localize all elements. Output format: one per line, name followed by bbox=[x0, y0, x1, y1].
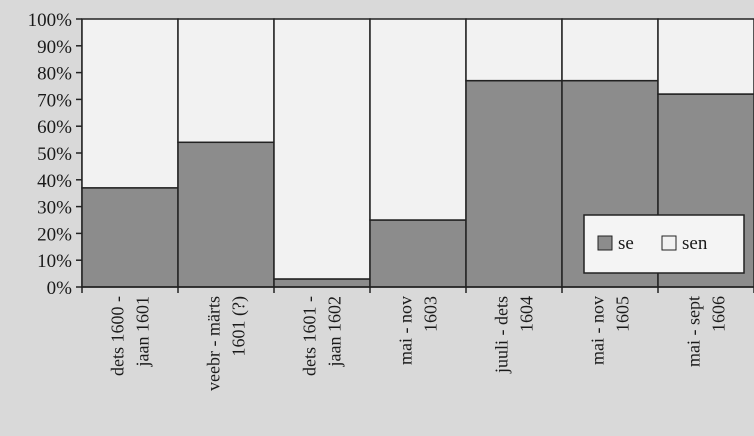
x-tick-label-line: 1601 (?) bbox=[229, 296, 250, 356]
legend-label-sen: sen bbox=[682, 233, 708, 254]
x-tick-label-line: 1604 bbox=[517, 296, 537, 332]
bar-se-0 bbox=[81, 187, 179, 288]
y-tick-label: 40% bbox=[37, 171, 72, 192]
legend: se sen bbox=[583, 214, 745, 274]
x-tick-label-line: jaan 1602 bbox=[325, 296, 345, 367]
y-tick-label: 30% bbox=[37, 198, 72, 219]
bar-se-2 bbox=[273, 278, 371, 288]
y-tick-label: 70% bbox=[37, 90, 72, 111]
x-tick-label-1: veebr - märts 1601 (?) bbox=[204, 296, 250, 391]
y-tick-label: 20% bbox=[37, 224, 72, 245]
x-tick-label-line: 1605 bbox=[613, 296, 633, 332]
y-tick-label: 0% bbox=[47, 278, 73, 299]
legend-swatch-sen bbox=[661, 235, 677, 251]
bar-sen-4 bbox=[465, 18, 563, 82]
y-tick-label: 100% bbox=[28, 10, 73, 31]
bars bbox=[81, 18, 754, 288]
bar-se-1 bbox=[177, 141, 275, 288]
bar-sen-2 bbox=[273, 18, 371, 280]
x-tick-label-5: mai - nov 1605 bbox=[588, 296, 633, 365]
x-tick-label-line: mai - nov bbox=[588, 296, 608, 365]
legend-swatch-se bbox=[597, 235, 613, 251]
x-tick-label-line: juuli - dets bbox=[492, 296, 512, 374]
x-tick-label-2: dets 1601 - jaan 1602 bbox=[300, 296, 345, 376]
x-tick-label-line: dets 1601 - bbox=[300, 296, 320, 376]
x-tick-label-6: mai - sept 1606 bbox=[684, 296, 729, 367]
y-axis: 0% 10% 20% 30% 40% 50% 60% 70% 80% 90% 100% bbox=[28, 10, 83, 299]
legend-label-se: se bbox=[618, 233, 634, 254]
x-tick-label-4: juuli - dets 1604 bbox=[492, 296, 537, 374]
x-tick-label-line: 1603 bbox=[421, 296, 441, 332]
x-tick-label-line: mai - sept bbox=[684, 296, 704, 367]
x-tick-label-line: veebr - märts bbox=[204, 296, 224, 391]
bar-sen-5 bbox=[561, 18, 659, 82]
bar-se-4 bbox=[465, 79, 563, 288]
y-tick-label: 50% bbox=[37, 144, 72, 165]
x-tick-label-3: mai - nov 1603 bbox=[396, 296, 441, 365]
x-tick-label-line: dets 1600 - bbox=[108, 296, 128, 376]
bar-sen-1 bbox=[177, 18, 275, 144]
y-tick-label: 90% bbox=[37, 37, 72, 58]
bar-sen-3 bbox=[369, 18, 467, 221]
bar-sen-6 bbox=[657, 18, 754, 95]
bar-se-3 bbox=[369, 219, 467, 288]
y-tick-label: 60% bbox=[37, 117, 72, 138]
x-tick-label-line: 1606 bbox=[709, 296, 729, 332]
x-axis: dets 1600 - jaan 1601 veebr - märts 1601 (?… bbox=[81, 286, 754, 391]
x-tick-label-line: jaan 1601 bbox=[133, 296, 153, 367]
x-tick-label-line: mai - nov bbox=[396, 296, 416, 365]
bar-sen-0 bbox=[81, 18, 179, 189]
y-tick-label: 10% bbox=[37, 251, 72, 272]
y-tick-label: 80% bbox=[37, 64, 72, 85]
x-tick-label-0: dets 1600 - jaan 1601 bbox=[108, 296, 153, 376]
